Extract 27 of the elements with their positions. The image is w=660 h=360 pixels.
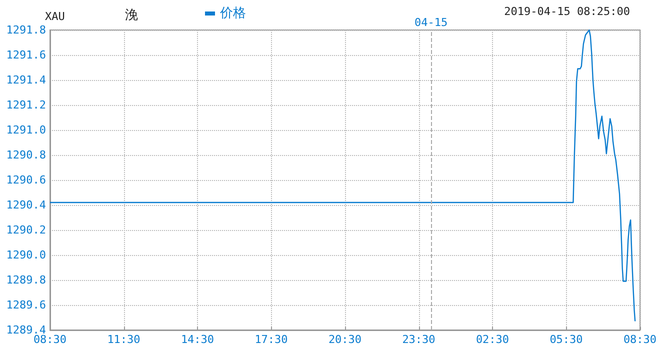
chart-subtitle: 浼 [125,8,138,23]
chart-title: XAU [45,10,65,23]
ref-line-label: 04-15 [414,16,448,29]
x-tick-label: 05:30 [550,333,583,346]
y-tick-label: 1289.6 [6,298,46,312]
x-tick-label: 14:30 [180,333,214,346]
y-tick-label: 1291.8 [6,24,46,36]
x-tick-label: 20:30 [328,333,362,346]
y-tick-label: 1290.6 [6,174,46,186]
line-series [49,29,636,322]
y-tick-label: 1291.0 [6,124,46,136]
x-tick-label: 08:30 [623,333,657,346]
y-tick-label: 1291.2 [6,98,46,112]
y-tick-label: 1290.4 [6,198,46,212]
x-tick-label: 08:30 [33,333,67,346]
text: 2019-04-15 08:25:00 [504,5,630,18]
x-tick-label: 23:30 [402,333,436,346]
x-tick-label: 17:30 [254,333,288,346]
legend-label: 价格 [219,6,246,21]
y-tick-label: 1289.8 [6,274,46,286]
x-tick-label: 11:30 [107,333,140,346]
y-tick-label: 1291.6 [6,48,46,62]
y-tick-label: 1290.8 [6,148,46,162]
x-tick-label: 02:30 [476,333,510,346]
y-tick-label: 1290.0 [6,248,46,262]
y-tick-label: 1290.2 [6,224,46,236]
y-tick-label: 1291.4 [6,74,46,86]
